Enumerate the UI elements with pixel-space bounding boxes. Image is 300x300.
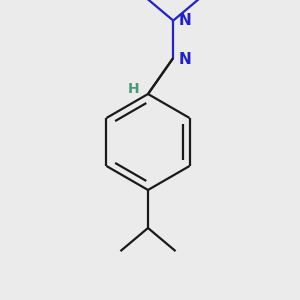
Text: H: H bbox=[128, 82, 140, 96]
Text: N: N bbox=[178, 52, 191, 68]
Text: N: N bbox=[178, 13, 191, 28]
